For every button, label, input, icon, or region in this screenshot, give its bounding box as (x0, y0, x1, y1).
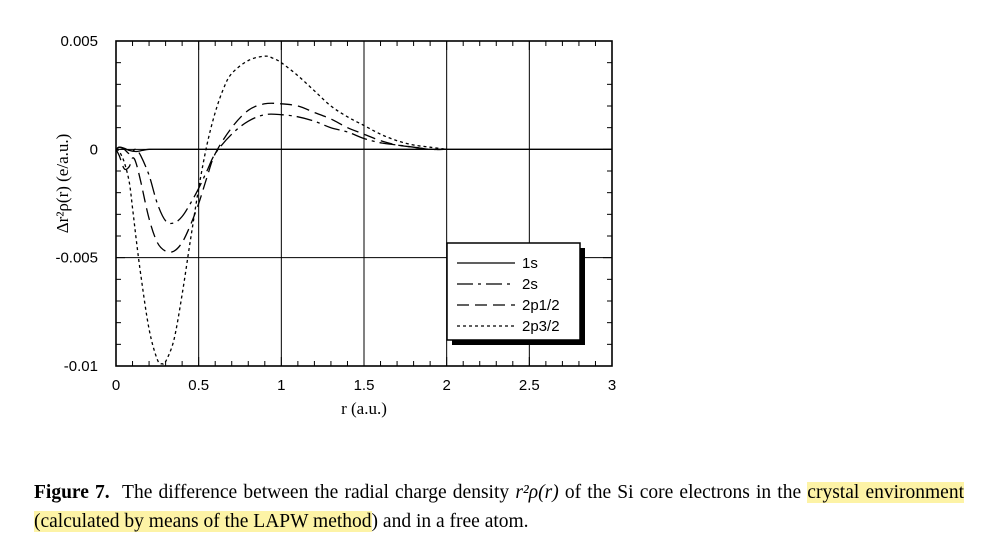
series-line-1s (115, 146, 612, 153)
x-tick-label: 2 (442, 377, 450, 394)
series-line-2p1-2 (115, 102, 447, 253)
y-tick-label: 0.005 (60, 33, 98, 50)
y-tick-label: -0.005 (55, 250, 98, 267)
caption-text-2: of the Si core electrons in the (564, 482, 802, 503)
legend-label: 2s (522, 276, 538, 293)
legend: 1s 2s 2p1/2 2p3/2 (446, 242, 585, 345)
figure-caption: Figure 7. The difference between the rad… (34, 478, 964, 536)
x-tick-label: 2.5 (519, 377, 540, 394)
legend-label: 2p1/2 (522, 297, 560, 314)
x-tick-label: 1.5 (354, 377, 375, 394)
x-tick-label: 1 (277, 377, 285, 394)
series-line-2s (115, 113, 447, 225)
series-line-2p3-2 (115, 55, 447, 366)
caption-text-3: ) and in a free atom. (371, 511, 529, 532)
y-axis-label: Δr²ρ(r) (e/a.u.) (53, 134, 72, 234)
caption-text: The difference between the radial charge… (122, 482, 510, 503)
x-tick-label: 0 (112, 377, 120, 394)
legend-label: 2p3/2 (522, 318, 560, 335)
x-tick-label: 0.5 (188, 377, 209, 394)
legend-box (446, 242, 581, 341)
x-axis-label: r (a.u.) (341, 399, 387, 418)
series-lines (115, 55, 612, 366)
caption-label: Figure 7. (34, 482, 110, 503)
legend-label: 1s (522, 255, 538, 272)
x-tick-label: 3 (608, 377, 616, 394)
y-tick-label: 0 (90, 141, 98, 158)
caption-math: r²ρ(r) (515, 482, 559, 503)
axis-ticks (115, 40, 613, 367)
y-tick-label: -0.01 (64, 358, 98, 375)
tick-labels: 0 0.5 1 1.5 2 2.5 3 0.005 0 -0.005 -0.01 (55, 33, 616, 394)
